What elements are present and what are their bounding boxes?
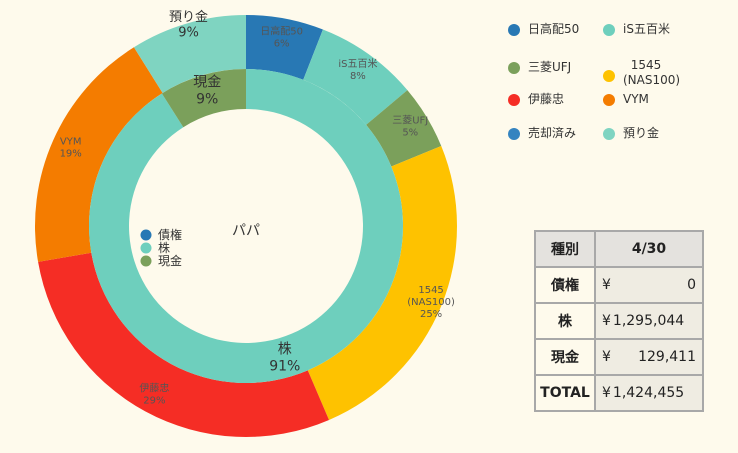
inner-legend-label: 債権 xyxy=(158,227,182,242)
legend-label: 1545 (NAS100) xyxy=(623,58,681,87)
inner-label-1: 株 91% xyxy=(269,341,300,374)
row-amount: 129,411 xyxy=(638,349,696,365)
row-value: ¥0 xyxy=(594,266,704,304)
outer-slice-3[interactable] xyxy=(307,146,457,420)
row-value: ¥1,424,455 xyxy=(594,374,704,412)
table-header-cell: 4/30 xyxy=(594,230,704,268)
outer-label-3: 1545 (NAS100) 25% xyxy=(407,285,455,320)
legend-item[interactable]: iS五百米 xyxy=(603,22,670,37)
row-label: 債権 xyxy=(534,266,596,304)
outer-label-0: 日高配50 6% xyxy=(260,24,303,49)
inner-legend-label: 現金 xyxy=(158,253,182,268)
legend-label: 売却済み xyxy=(528,126,577,140)
outer-slice-4[interactable] xyxy=(38,252,330,437)
yen-symbol: ¥ xyxy=(602,277,611,293)
table-row: 債権 ¥0 xyxy=(534,266,704,304)
row-value: ¥129,411 xyxy=(594,338,704,376)
legend-dot xyxy=(508,94,520,106)
table-header-row: 種別 4/30 xyxy=(534,230,704,268)
legend-item[interactable]: 売却済み xyxy=(508,126,576,141)
table-row: 株 ¥1,295,044 xyxy=(534,302,704,340)
legend-dot xyxy=(508,128,520,140)
inner-legend-dot xyxy=(140,229,152,241)
legend-dot xyxy=(603,128,615,140)
row-amount: 1,424,455 xyxy=(612,385,685,401)
outer-slice-5[interactable] xyxy=(35,47,163,262)
legend-dot xyxy=(603,94,615,106)
row-label: 株 xyxy=(534,302,596,340)
legend-item[interactable]: 伊藤忠 xyxy=(508,92,564,107)
table-header-cell: 種別 xyxy=(534,230,596,268)
legend-label: VYM xyxy=(623,92,649,106)
yen-symbol: ¥ xyxy=(602,349,611,365)
outer-slice-2[interactable] xyxy=(366,90,442,167)
summary-table: 種別 4/30 債権 ¥0 株 ¥1,295,044 現金 ¥129,411 T… xyxy=(534,230,704,412)
outer-slice-1[interactable] xyxy=(303,29,408,125)
outer-label-4: 伊藤忠 29% xyxy=(139,383,169,407)
legend-dot xyxy=(508,62,520,74)
legend-item[interactable]: 三菱UFJ xyxy=(508,60,571,75)
outer-label-6: 預り金 9% xyxy=(169,9,208,41)
table-row: 現金 ¥129,411 xyxy=(534,338,704,376)
legend-label: 預り金 xyxy=(623,126,660,140)
legend-label: 三菱UFJ xyxy=(528,60,572,74)
yen-symbol: ¥ xyxy=(602,385,611,401)
table-row: TOTAL ¥1,424,455 xyxy=(534,374,704,412)
row-amount: 0 xyxy=(687,277,696,293)
legend-dot xyxy=(603,70,615,82)
inner-legend-label: 株 xyxy=(158,240,170,255)
legend-item[interactable]: 預り金 xyxy=(603,126,659,141)
row-label: 現金 xyxy=(534,338,596,376)
legend-label: 日高配50 xyxy=(528,22,580,36)
outer-label-5: VYM 19% xyxy=(60,137,82,160)
inner-slice-2[interactable] xyxy=(161,69,246,128)
inner-label-2: 現金 9% xyxy=(193,75,221,108)
legend-item[interactable]: 日高配50 xyxy=(508,22,579,37)
outer-slice-6[interactable] xyxy=(133,15,246,93)
legend-item[interactable]: VYM xyxy=(603,92,649,107)
row-label: TOTAL xyxy=(534,374,596,412)
outer-slice-0[interactable] xyxy=(246,15,323,80)
legend-label: iS五百米 xyxy=(623,22,670,36)
legend-dot xyxy=(508,24,520,36)
outer-label-1: iS五百米 8% xyxy=(338,57,377,82)
center-label: パパ xyxy=(232,223,260,239)
inner-legend-dot xyxy=(140,242,152,254)
outer-label-2: 三菱UFJ 5% xyxy=(392,115,428,139)
row-amount: 1,295,044 xyxy=(612,313,685,329)
legend-label: 伊藤忠 xyxy=(528,92,565,106)
legend-item[interactable]: 1545 (NAS100) xyxy=(603,58,681,88)
row-value: ¥1,295,044 xyxy=(594,302,704,340)
inner-legend-dot xyxy=(140,255,152,267)
legend-dot xyxy=(603,24,615,36)
yen-symbol: ¥ xyxy=(602,313,611,329)
